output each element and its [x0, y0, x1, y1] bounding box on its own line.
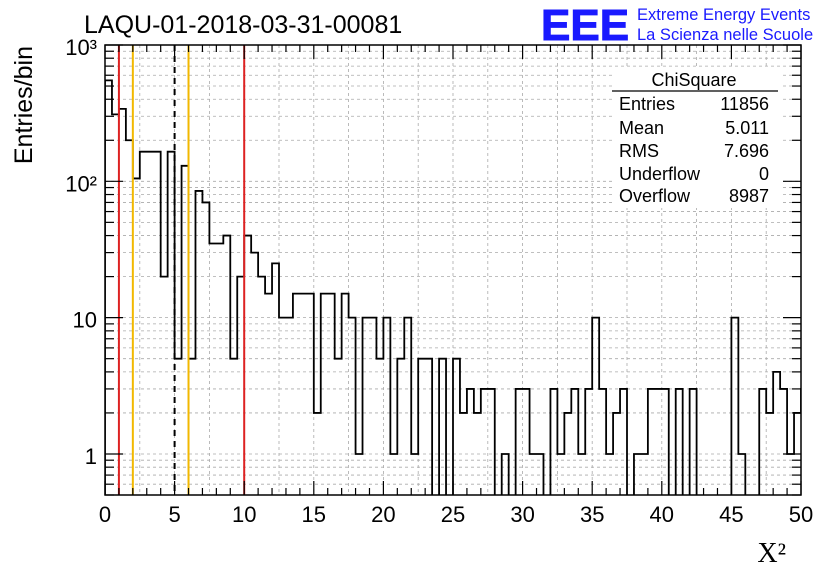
x-tick-label: 25 [441, 502, 465, 527]
x-tick-label: 30 [510, 502, 534, 527]
stats-label: Underflow [619, 164, 701, 184]
tick-labels: 0 5 10 15 20 25 30 35 40 45 50 1 10 10² 10³ [65, 35, 813, 527]
plot-frame [104, 44, 802, 496]
eee-logo-mark: EEE [541, 1, 629, 50]
stats-label: Entries [619, 94, 675, 114]
x-tick-label: 45 [719, 502, 743, 527]
x-tick-label: 40 [650, 502, 674, 527]
stats-box: ChiSquare Entries 11856 Mean 5.011 RMS 7… [612, 68, 780, 208]
eee-logo-line1: Extreme Energy Events [637, 6, 810, 24]
stats-value: 5.011 [725, 118, 769, 138]
x-tick-label: 35 [580, 502, 604, 527]
x-tick-label: 15 [302, 502, 326, 527]
x-tick-label: 10 [232, 502, 256, 527]
eee-logo-line2: La Scienza nelle Scuole [637, 26, 813, 44]
x-axis-title: X² [757, 538, 786, 569]
y-tick-label: 10² [65, 171, 97, 196]
stats-label: RMS [619, 141, 659, 161]
y-tick-label: 10 [73, 308, 97, 333]
stats-value: 11856 [720, 94, 769, 114]
stats-label: Mean [619, 118, 664, 138]
stats-value: 0 [759, 164, 769, 184]
chart-title: LAQU-01-2018-03-31-00081 [84, 11, 402, 39]
x-tick-label: 0 [99, 502, 111, 527]
eee-logo: EEE Extreme Energy Events La Scienza nel… [541, 1, 814, 51]
x-tick-label: 50 [789, 502, 813, 527]
stats-title: ChiSquare [651, 70, 736, 90]
stats-value: 7.696 [724, 141, 769, 161]
y-axis-title: Entries/bin [10, 46, 38, 164]
y-tick-label: 1 [85, 444, 97, 469]
reference-lines [117, 45, 246, 495]
x-tick-label: 20 [371, 502, 395, 527]
stats-value: 8987 [729, 186, 769, 206]
stats-label: Overflow [619, 186, 691, 206]
x-tick-label: 5 [168, 502, 180, 527]
y-tick-label: 10³ [65, 35, 97, 60]
